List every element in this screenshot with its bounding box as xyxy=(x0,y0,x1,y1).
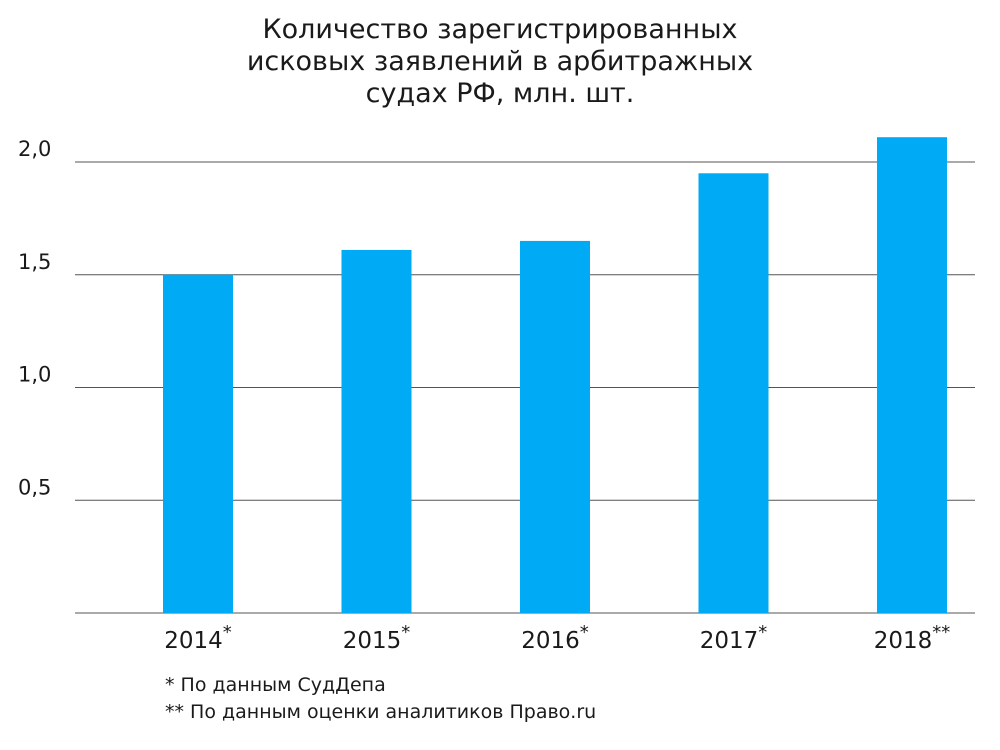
chart-title-line-1: Количество зарегистрированных xyxy=(262,14,738,45)
bar xyxy=(163,274,233,613)
label-layer: 0,5 1,0 1,5 2,0 2014* 2015* 2016* 2017* 2018** xyxy=(18,137,950,654)
bar xyxy=(698,173,769,613)
chart-title-line-3: судах РФ, млн. шт. xyxy=(365,78,635,109)
bar-layer xyxy=(163,137,947,614)
bar xyxy=(341,249,412,613)
footnote-pravo-ru: ** По данным оценки аналитиков Право.ru xyxy=(165,701,597,723)
x-tick-label: 2014* xyxy=(164,622,232,654)
y-tick-label: 1,0 xyxy=(18,363,51,387)
y-tick-label: 2,0 xyxy=(18,137,51,161)
x-tick-label: 2018** xyxy=(874,622,951,654)
x-tick-label: 2016* xyxy=(521,622,589,654)
footnote-suddep: * По данным СудДепа xyxy=(165,674,386,696)
footnotes: * По данным СудДепа ** По данным оценки … xyxy=(165,672,596,726)
bar xyxy=(877,137,947,613)
y-tick-label: 0,5 xyxy=(18,475,51,499)
x-tick-label: 2017* xyxy=(700,622,768,654)
y-tick-label: 1,5 xyxy=(18,250,51,274)
chart-title-line-2: исковых заявлений в арбитражных xyxy=(246,46,754,77)
chart-title: Количество зарегистрированных исковых за… xyxy=(0,14,1000,110)
bar xyxy=(520,240,590,614)
x-tick-label: 2015* xyxy=(343,622,411,654)
